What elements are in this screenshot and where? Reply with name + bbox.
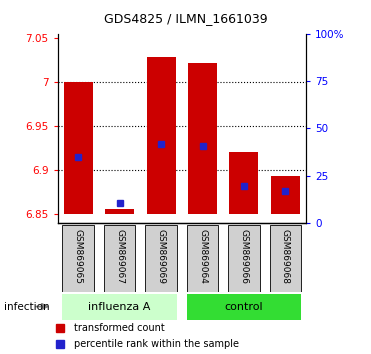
Bar bbox=[62, 294, 177, 320]
Text: control: control bbox=[224, 302, 263, 312]
Text: percentile rank within the sample: percentile rank within the sample bbox=[74, 339, 239, 349]
Bar bbox=[187, 225, 218, 292]
Bar bbox=[229, 152, 259, 214]
Text: GSM869064: GSM869064 bbox=[198, 229, 207, 284]
Bar bbox=[64, 82, 93, 214]
Text: GSM869066: GSM869066 bbox=[239, 229, 249, 285]
Text: GDS4825 / ILMN_1661039: GDS4825 / ILMN_1661039 bbox=[104, 12, 267, 25]
Bar bbox=[147, 57, 175, 214]
Bar bbox=[104, 225, 135, 292]
Bar bbox=[270, 225, 301, 292]
Text: GSM869069: GSM869069 bbox=[157, 229, 165, 285]
Bar bbox=[228, 225, 260, 292]
Bar bbox=[188, 63, 217, 214]
Text: influenza A: influenza A bbox=[88, 302, 151, 312]
Text: infection: infection bbox=[4, 302, 49, 312]
Text: transformed count: transformed count bbox=[74, 323, 165, 333]
Text: GSM869065: GSM869065 bbox=[74, 229, 83, 285]
Text: GSM869067: GSM869067 bbox=[115, 229, 124, 285]
Bar bbox=[62, 225, 94, 292]
Text: GSM869068: GSM869068 bbox=[281, 229, 290, 285]
Bar bbox=[271, 176, 300, 214]
Bar bbox=[187, 294, 301, 320]
Bar bbox=[105, 209, 134, 214]
Bar bbox=[145, 225, 177, 292]
